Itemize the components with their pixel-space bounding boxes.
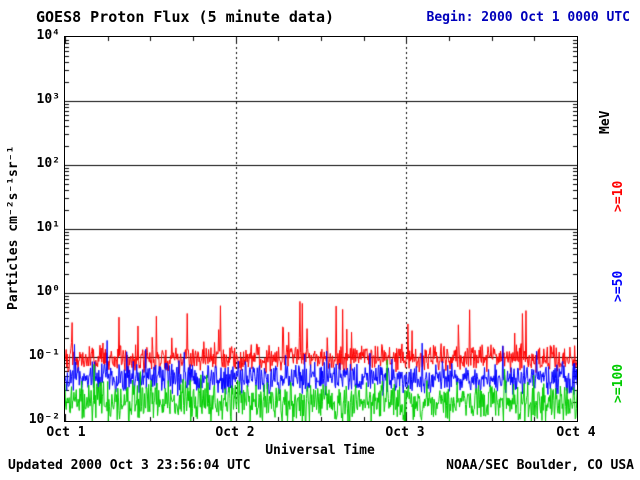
x-tick-oct4: Oct 4	[556, 425, 596, 440]
x-tick-oct1: Oct 1	[46, 425, 86, 440]
x-tick-oct2: Oct 2	[215, 425, 255, 440]
begin-timestamp: Begin: 2000 Oct 1 0000 UTC	[426, 10, 631, 25]
chart-canvas	[65, 37, 577, 421]
y-tick-1e4: 10⁴	[36, 28, 60, 43]
page-title: GOES8 Proton Flux (5 minute data)	[36, 8, 335, 26]
y-tick-1e1: 10¹	[36, 220, 60, 235]
source-credit: NOAA/SEC Boulder, CO USA	[446, 458, 634, 473]
mev-unit-label: MeV	[598, 110, 613, 134]
legend-entry-ge50: >=50	[611, 270, 626, 302]
legend-entry-ge10: >=10	[611, 180, 626, 212]
y-tick-1e3: 10³	[36, 92, 60, 107]
y-tick-1e-2: 10⁻²	[28, 412, 60, 427]
y-axis-label: Particles cm⁻²s⁻¹sr⁻¹	[6, 145, 21, 310]
y-tick-1e2: 10²	[36, 156, 60, 171]
y-tick-1e-1: 10⁻¹	[28, 348, 60, 363]
plot-frame	[64, 36, 578, 422]
y-tick-1e0: 10⁰	[36, 284, 60, 299]
updated-timestamp: Updated 2000 Oct 3 23:56:04 UTC	[8, 458, 251, 473]
x-tick-oct3: Oct 3	[385, 425, 425, 440]
x-axis-label: Universal Time	[265, 443, 375, 458]
legend-entry-ge100: >=100	[611, 363, 626, 403]
